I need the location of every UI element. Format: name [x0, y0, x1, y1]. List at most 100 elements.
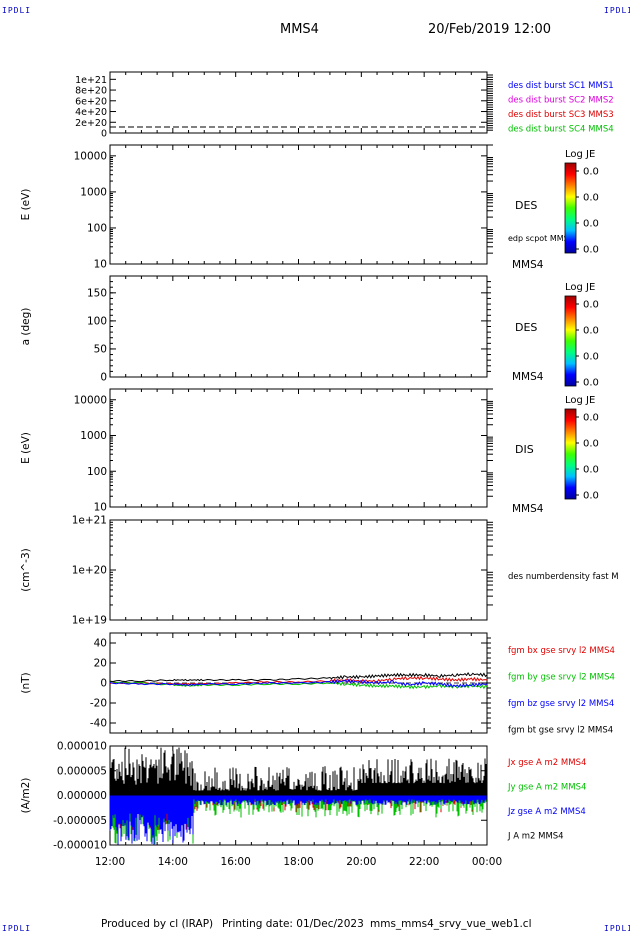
x-tick-label: 00:00	[472, 856, 502, 868]
panel-spacecraft-label: MMS4	[512, 371, 544, 383]
x-tick-label: 16:00	[221, 856, 251, 868]
y-axis-label: E (eV)	[20, 432, 32, 464]
y-tick-label: 1e+20	[72, 565, 107, 577]
y-tick-label: 1e+19	[72, 615, 107, 627]
footer-filename: mms_mms4_srvy_vue_web1.cl	[370, 918, 532, 930]
panel-frame-2	[109, 144, 488, 265]
y-tick-label: 50	[94, 343, 107, 355]
series-area-jz	[109, 795, 487, 845]
legend-entry: Jx gse A m2 MMS4	[507, 758, 586, 768]
y-tick-label: 100	[87, 315, 107, 327]
legend-entry: fgm bt gse srvy l2 MMS4	[508, 726, 613, 736]
y-tick-label: -20	[90, 698, 107, 710]
legend-entry: fgm bx gse srvy l2 MMS4	[508, 646, 615, 656]
y-tick-label: 10000	[74, 150, 107, 162]
y-axis-label: a (deg)	[20, 308, 32, 346]
y-tick-label: 1000	[80, 430, 107, 442]
panel-frame-1	[109, 71, 488, 134]
y-tick-label: 0.000005	[57, 765, 107, 777]
x-tick-label: 22:00	[409, 856, 439, 868]
y-tick-label: 40	[94, 638, 107, 650]
footer-printing-date: Printing date: 01/Dec/2023	[222, 918, 364, 930]
corner-label-top-left: IPDLI	[2, 6, 32, 15]
colorbar-title: Log JE	[565, 282, 595, 293]
y-tick-label: 150	[87, 287, 107, 299]
corner-label-top-right: IPDLI	[604, 6, 630, 15]
y-tick-label: 10	[94, 502, 107, 514]
legend-entry: Jy gse A m2 MMS4	[507, 783, 586, 793]
y-tick-label: 0.000000	[57, 790, 107, 802]
y-tick-label: 10	[94, 259, 107, 271]
legend-entry: fgm by gse srvy l2 MMS4	[508, 673, 615, 683]
series-line-b0	[109, 675, 488, 686]
y-tick-label: 6e+20	[75, 96, 107, 107]
panel-label-des: DES	[515, 321, 537, 334]
colorbar-title: Log JE	[565, 395, 595, 406]
panel-spacecraft-label: MMS4	[512, 259, 544, 271]
spacecraft-title: MMS4	[280, 22, 319, 37]
y-axis-label: E (eV)	[20, 189, 32, 221]
panel-spacecraft-label: MMS4	[512, 503, 544, 515]
colorbar	[564, 162, 577, 254]
panel-label-des: DES	[515, 199, 537, 212]
legend-entry: des dist burst SC1 MMS1	[508, 81, 614, 91]
legend-entry: des dist burst SC2 MMS2	[508, 96, 614, 106]
y-tick-label: -0.000010	[53, 840, 107, 852]
legend-entry: fgm bz gse srvy l2 MMS4	[508, 699, 614, 709]
legend-entry: Jz gse A m2 MMS4	[507, 807, 586, 817]
y-tick-label: 1000	[80, 186, 107, 198]
panel-frame-3	[109, 275, 488, 378]
y-tick-label: -40	[90, 718, 107, 730]
overlay-label: edp scpot MMS4	[508, 234, 574, 243]
panel-frame-4	[109, 388, 488, 508]
colorbar-tick-label: 0.0	[583, 245, 599, 256]
colorbar-tick-label: 0.0	[583, 193, 599, 204]
colorbar-tick-label: 0.0	[583, 300, 599, 311]
legend-entry: des numberdensity fast M	[508, 572, 619, 582]
y-tick-label: -0.000005	[53, 815, 107, 827]
datetime-title: 20/Feb/2019 12:00	[428, 22, 551, 37]
panel-frame-5	[109, 519, 488, 621]
colorbar-tick-label: 0.0	[583, 219, 599, 230]
corner-label-bottom-right: IPDLI	[604, 924, 630, 933]
y-tick-label: 2e+20	[75, 118, 107, 129]
legend-entry: des dist burst SC4 MMS4	[508, 125, 614, 135]
y-tick-label: 0	[100, 372, 107, 384]
colorbar-tick-label: 0.0	[583, 491, 599, 502]
y-tick-label: 100	[87, 222, 107, 234]
colorbar-tick-label: 0.0	[583, 352, 599, 363]
y-tick-label: 1e+21	[72, 515, 107, 527]
series-line-b2	[109, 678, 488, 689]
colorbar	[564, 408, 577, 500]
y-tick-label: 20	[94, 658, 107, 670]
panel-label-dis: DIS	[515, 443, 534, 456]
y-tick-label: 10000	[74, 394, 107, 406]
y-tick-label: 8e+20	[75, 86, 107, 97]
colorbar-tick-label: 0.0	[583, 439, 599, 450]
colorbar-tick-label: 0.0	[583, 326, 599, 337]
y-tick-label: 4e+20	[75, 107, 107, 118]
y-tick-label: 0	[100, 678, 107, 690]
colorbar-tick-label: 0.0	[583, 378, 599, 389]
corner-label-bottom-left: IPDLI	[2, 924, 32, 933]
y-tick-label: 0	[101, 129, 107, 140]
x-tick-label: 20:00	[346, 856, 376, 868]
colorbar-tick-label: 0.0	[583, 465, 599, 476]
y-tick-label: 100	[87, 466, 107, 478]
y-axis-label: (cm^-3)	[20, 548, 32, 591]
colorbar-title: Log JE	[565, 149, 595, 160]
series-line-b3	[109, 671, 488, 683]
colorbar	[564, 295, 577, 387]
colorbar-tick-label: 0.0	[583, 167, 599, 178]
legend-entry: J A m2 MMS4	[507, 832, 564, 842]
y-tick-label: 0.000010	[57, 741, 107, 753]
y-tick-label: 1e+21	[75, 75, 107, 86]
x-tick-label: 12:00	[95, 856, 125, 868]
series-area-j	[109, 747, 487, 796]
legend-entry: des dist burst SC3 MMS3	[508, 110, 614, 120]
colorbar-tick-label: 0.0	[583, 413, 599, 424]
y-axis-label: (nT)	[20, 672, 32, 693]
y-axis-label: (A/m2)	[20, 778, 32, 814]
x-tick-label: 18:00	[283, 856, 313, 868]
